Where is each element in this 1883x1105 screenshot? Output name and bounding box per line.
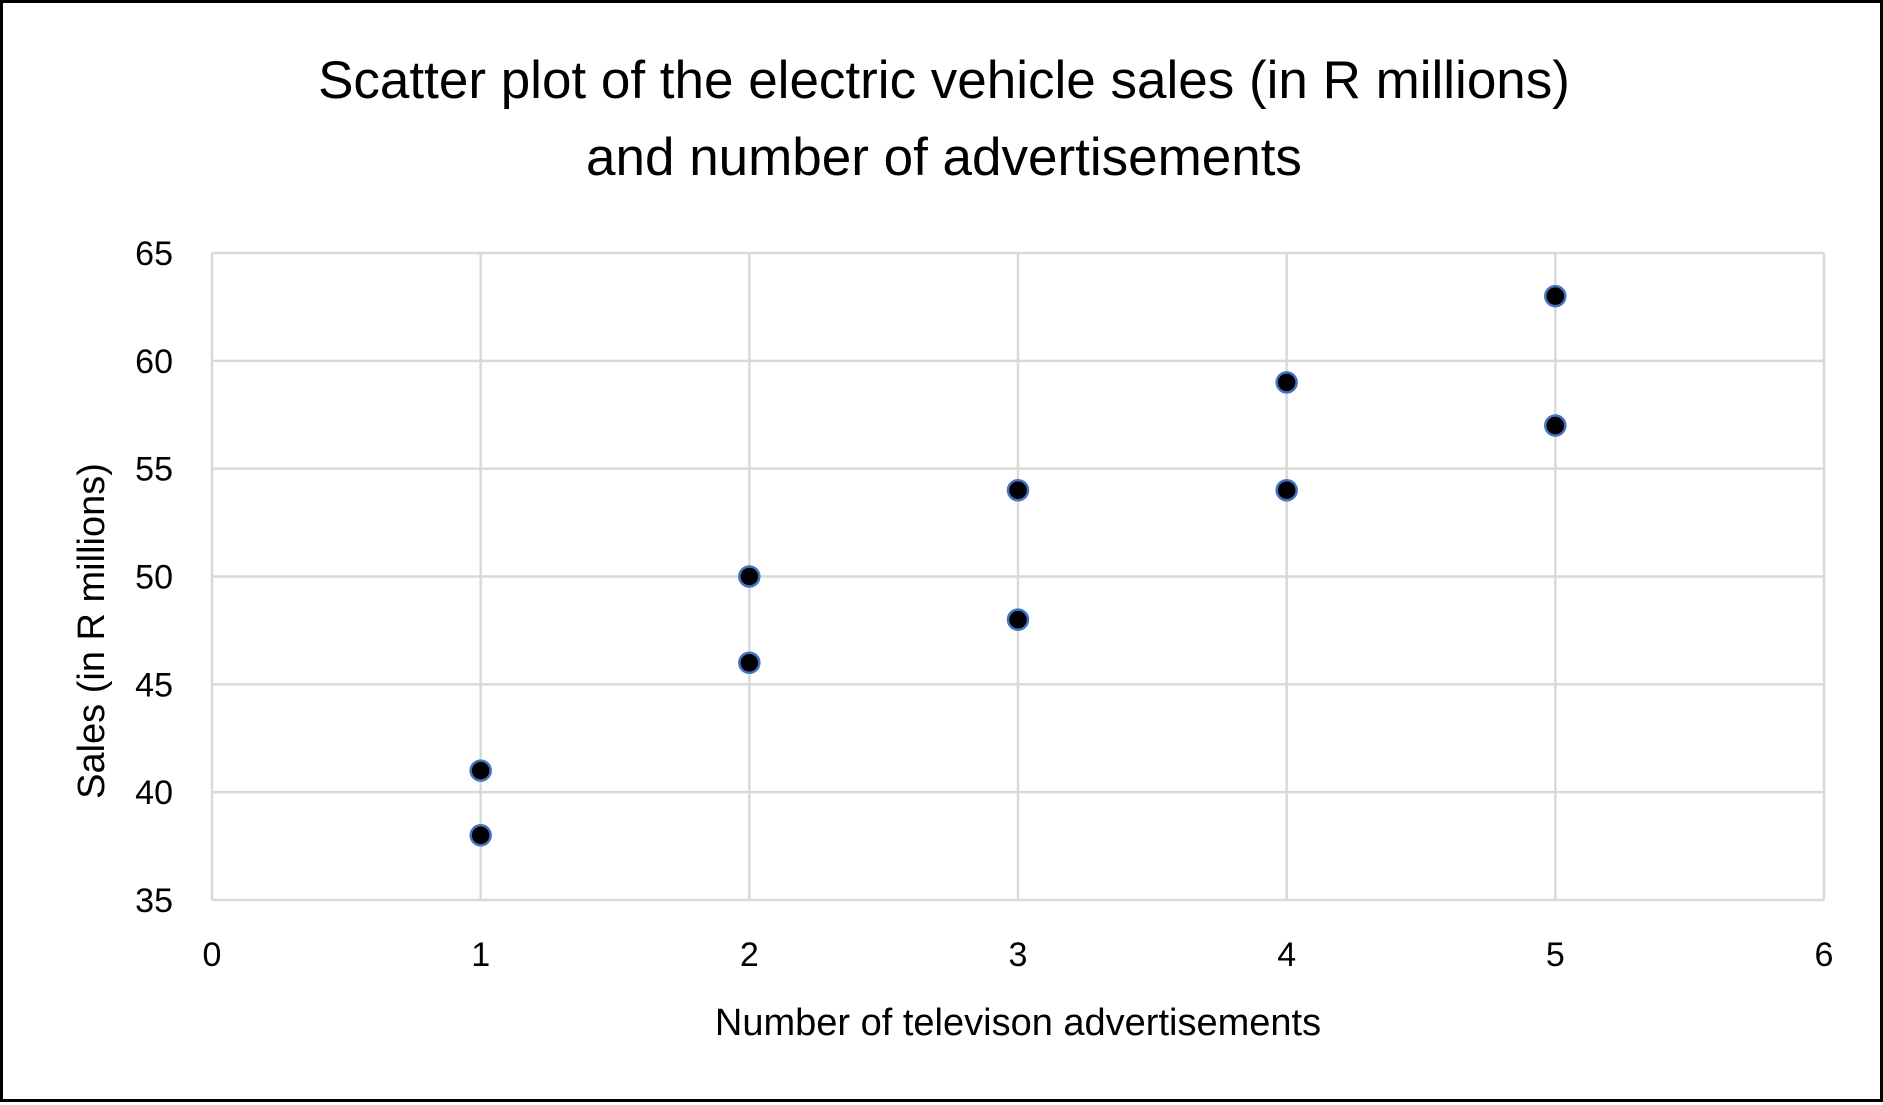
scatter-chart: Scatter plot of the electric vehicle sal…: [71, 51, 1834, 1044]
data-point: [738, 651, 761, 675]
chart-title-line-2: and number of advertisements: [586, 128, 1302, 187]
x-tick-label: 5: [1546, 936, 1565, 974]
y-tick-label: 55: [135, 451, 173, 489]
y-axis-label: Sales (in R millions): [71, 463, 113, 799]
data-point: [1006, 478, 1030, 502]
x-axis-tick-labels: 0 1 2 3 4 5 6: [203, 936, 1834, 974]
x-tick-label: 0: [203, 936, 222, 974]
data-point: [1006, 608, 1030, 631]
x-tick-label: 2: [740, 936, 759, 974]
data-points: [469, 284, 1567, 847]
x-tick-label: 3: [1009, 936, 1028, 974]
data-point: [738, 565, 761, 588]
x-tick-label: 1: [471, 936, 490, 974]
gridlines: [210, 251, 1826, 902]
data-point: [1275, 371, 1298, 394]
y-tick-label: 35: [135, 882, 173, 920]
y-tick-label: 50: [135, 559, 173, 597]
chart-title-line-1: Scatter plot of the electric vehicle sal…: [318, 51, 1570, 110]
x-tick-label: 4: [1277, 936, 1296, 974]
y-tick-label: 65: [135, 235, 173, 273]
chart-title: Scatter plot of the electric vehicle sal…: [318, 51, 1570, 187]
y-tick-label: 45: [135, 666, 173, 704]
y-tick-label: 40: [135, 774, 173, 812]
y-axis-tick-labels: 35 40 45 50 55 60 65: [135, 235, 173, 920]
y-tick-label: 60: [135, 343, 173, 381]
data-point: [1544, 284, 1567, 308]
x-axis-label: Number of televison advertisements: [715, 1002, 1321, 1044]
data-point: [469, 824, 492, 847]
data-point: [469, 759, 492, 782]
data-point: [1544, 414, 1567, 437]
x-tick-label: 6: [1815, 936, 1834, 974]
data-point: [1275, 478, 1298, 502]
